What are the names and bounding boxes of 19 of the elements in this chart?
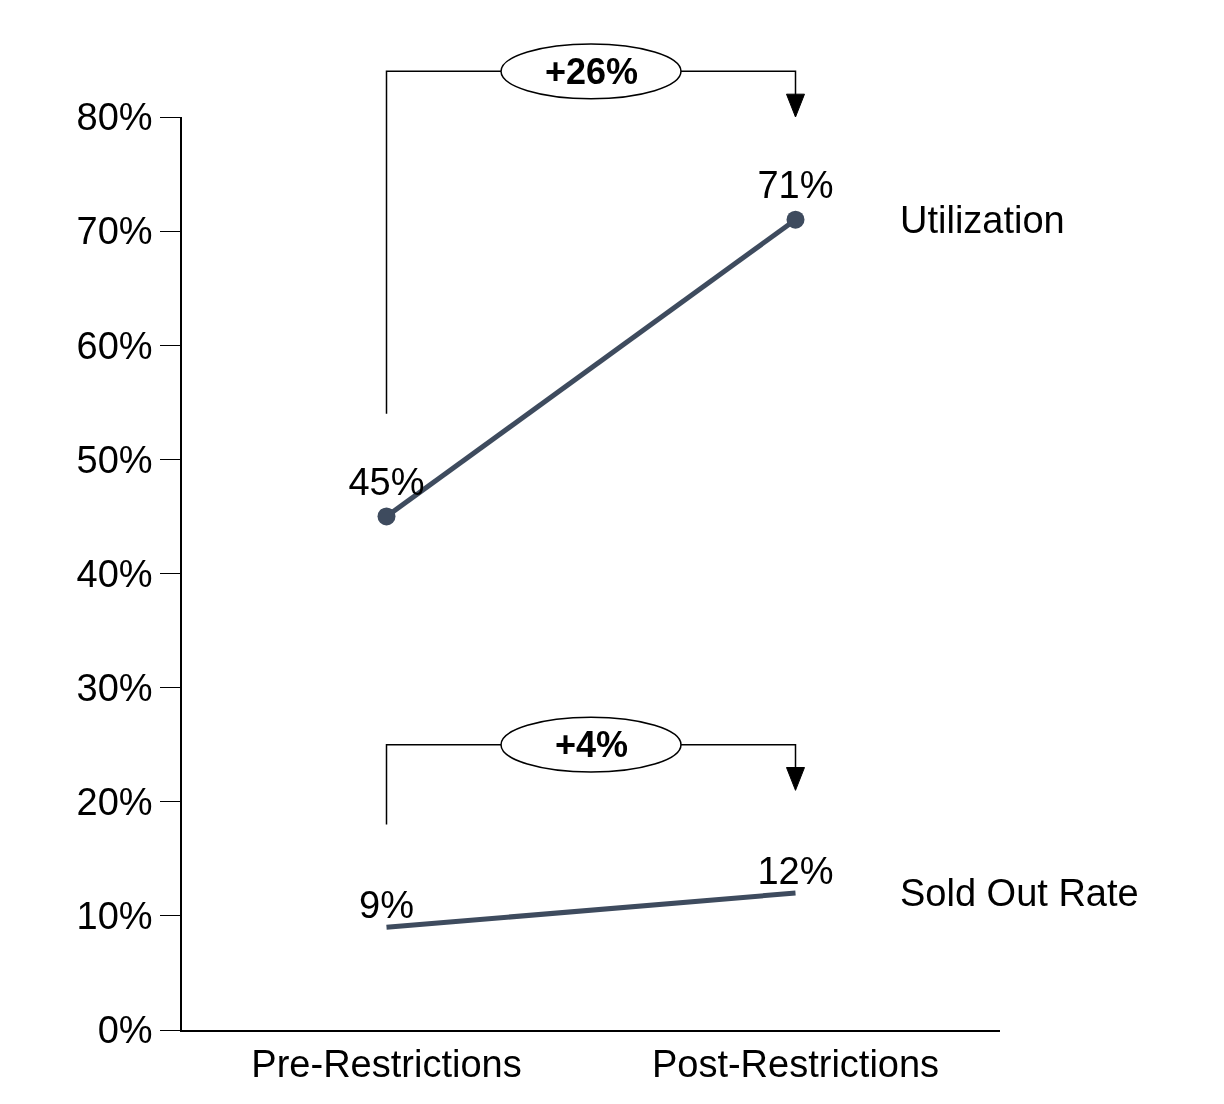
y-tick-label: 0%: [97, 1009, 153, 1052]
text: 12%: [757, 849, 834, 892]
y-tick-label: 10%: [76, 895, 153, 938]
y-tick-label: 50%: [76, 438, 153, 481]
text: +26%: [545, 51, 639, 92]
y-tick-label: 60%: [76, 324, 153, 367]
text: 45%: [348, 460, 425, 503]
text: Utilization: [900, 199, 1065, 241]
y-tick-label: 40%: [76, 552, 153, 595]
annotation: +4%: [555, 724, 629, 765]
text: 9%: [359, 883, 414, 926]
x-tick-label: Pre-Restrictions: [251, 1043, 522, 1086]
text: 71%: [757, 163, 834, 206]
text: Sold Out Rate: [900, 872, 1139, 914]
y-tick-label: 80%: [76, 96, 153, 139]
y-tick-label: 20%: [76, 781, 153, 824]
y-tick-label: 70%: [76, 210, 153, 253]
x-tick-label: Post-Restrictions: [651, 1043, 940, 1086]
y-tick-label: 30%: [76, 666, 153, 709]
